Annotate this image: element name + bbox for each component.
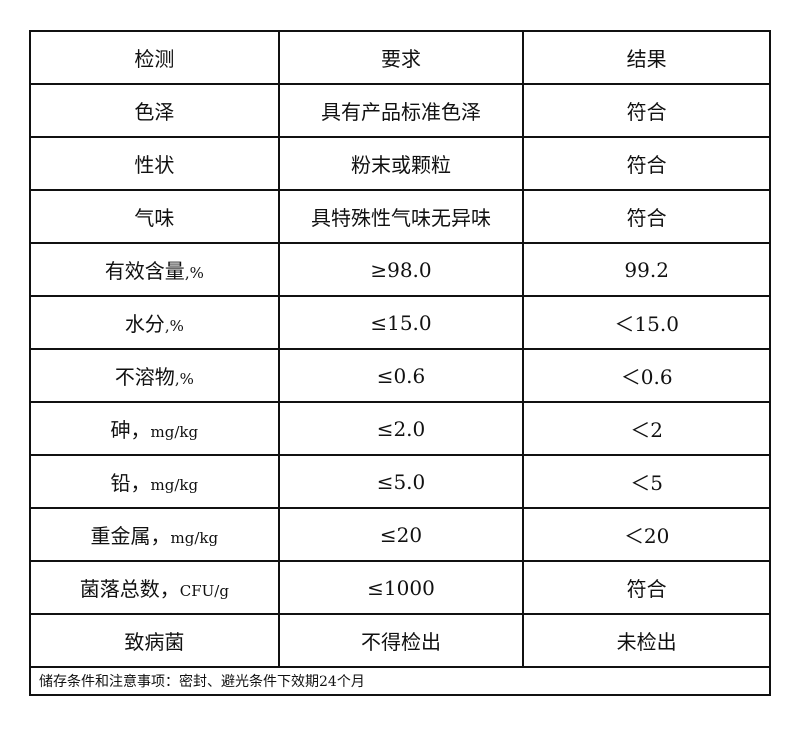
table-row: 气味 具特殊性气味无异味 符合: [29, 189, 771, 244]
item-name: 不溶物: [114, 365, 175, 389]
table-row: 性状 粉末或颗粒 符合: [29, 136, 771, 191]
result-cell: 符合: [522, 560, 771, 615]
item-name: 气味: [134, 206, 175, 230]
header-requirement: 要求: [277, 30, 525, 85]
storage-note: 储存条件和注意事项：密封、避光条件下效期24个月: [29, 666, 771, 696]
item-cell: 有效含量,%: [29, 242, 280, 297]
table-row: 菌落总数，CFU/g ≤1000 符合: [29, 560, 771, 615]
item-name: 菌落总数，: [79, 577, 180, 601]
result-cell: ＜0.6: [522, 348, 771, 403]
requirement-cell: ≥98.0: [277, 242, 525, 297]
item-cell: 色泽: [29, 83, 280, 138]
item-name: 水分: [124, 312, 165, 336]
item-unit: mg/kg: [170, 529, 219, 547]
footer-row: 储存条件和注意事项：密封、避光条件下效期24个月: [29, 666, 771, 696]
result-cell: ＜20: [522, 507, 771, 562]
item-unit: CFU/g: [179, 582, 229, 600]
table-row: 有效含量,% ≥98.0 99.2: [29, 242, 771, 297]
result-cell: ＜2: [522, 401, 771, 456]
item-name: 性状: [134, 153, 175, 177]
header-row: 检测 要求 结果: [29, 30, 771, 85]
requirement-cell: 不得检出: [277, 613, 525, 668]
header-result: 结果: [522, 30, 771, 85]
item-cell: 性状: [29, 136, 280, 191]
item-cell: 重金属，mg/kg: [29, 507, 280, 562]
table-row: 水分,% ≤15.0 ＜15.0: [29, 295, 771, 350]
item-cell: 不溶物,%: [29, 348, 280, 403]
inspection-table: 检测 要求 结果 色泽 具有产品标准色泽 符合 性状 粉末或颗粒 符合 气味 具特殊性气味无异…: [29, 30, 771, 696]
item-unit: ,%: [184, 264, 204, 282]
item-unit: mg/kg: [150, 476, 199, 494]
item-unit: ,%: [164, 317, 184, 335]
item-name: 砷，: [110, 418, 151, 442]
result-cell: 符合: [522, 189, 771, 244]
table-row: 重金属，mg/kg ≤20 ＜20: [29, 507, 771, 562]
table-row: 铅，mg/kg ≤5.0 ＜5: [29, 454, 771, 509]
item-name: 致病菌: [124, 630, 185, 654]
requirement-cell: ≤0.6: [277, 348, 525, 403]
item-cell: 菌落总数，CFU/g: [29, 560, 280, 615]
item-unit: mg/kg: [150, 423, 199, 441]
result-cell: ＜5: [522, 454, 771, 509]
item-cell: 致病菌: [29, 613, 280, 668]
item-name: 有效含量: [104, 259, 185, 283]
result-cell: ＜15.0: [522, 295, 771, 350]
item-cell: 铅，mg/kg: [29, 454, 280, 509]
requirement-cell: 具有产品标准色泽: [277, 83, 525, 138]
result-cell: 未检出: [522, 613, 771, 668]
table-row: 致病菌 不得检出 未检出: [29, 613, 771, 668]
item-name: 铅，: [110, 471, 151, 495]
item-unit: ,%: [174, 370, 194, 388]
requirement-cell: ≤5.0: [277, 454, 525, 509]
result-cell: 99.2: [522, 242, 771, 297]
table-row: 砷，mg/kg ≤2.0 ＜2: [29, 401, 771, 456]
requirement-cell: ≤2.0: [277, 401, 525, 456]
header-item: 检测: [29, 30, 280, 85]
item-cell: 水分,%: [29, 295, 280, 350]
requirement-cell: 具特殊性气味无异味: [277, 189, 525, 244]
table-row: 不溶物,% ≤0.6 ＜0.6: [29, 348, 771, 403]
requirement-cell: ≤15.0: [277, 295, 525, 350]
requirement-cell: ≤1000: [277, 560, 525, 615]
item-cell: 气味: [29, 189, 280, 244]
item-name: 色泽: [134, 100, 175, 124]
result-cell: 符合: [522, 136, 771, 191]
result-cell: 符合: [522, 83, 771, 138]
item-name: 重金属，: [90, 524, 171, 548]
requirement-cell: ≤20: [277, 507, 525, 562]
requirement-cell: 粉末或颗粒: [277, 136, 525, 191]
item-cell: 砷，mg/kg: [29, 401, 280, 456]
table-row: 色泽 具有产品标准色泽 符合: [29, 83, 771, 138]
